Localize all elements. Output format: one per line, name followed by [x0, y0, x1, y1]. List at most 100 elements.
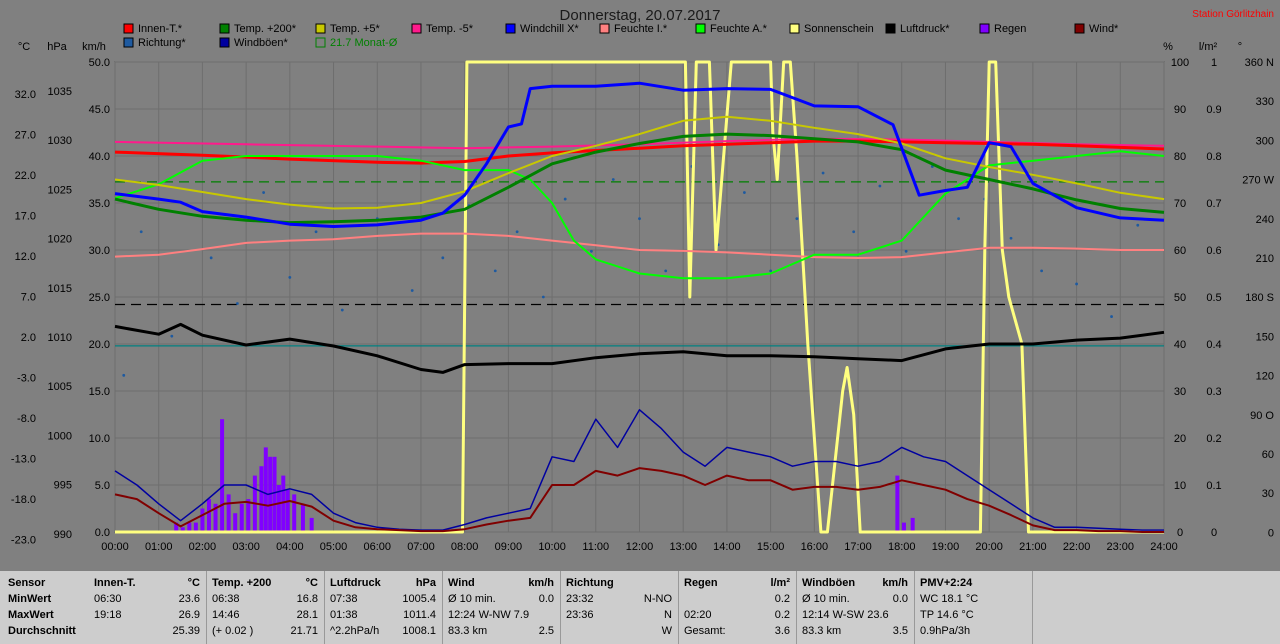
- table-cell-value: 0.0: [892, 593, 908, 605]
- table-cell-label: 23:36: [566, 609, 594, 621]
- x-tick-label: 09:00: [495, 541, 523, 553]
- table-column: Innen-T. °C 06:30 23.6 19:18 26.9 25.39: [88, 571, 207, 644]
- humidity-tick-label: 20: [1174, 433, 1186, 445]
- direction-point: [235, 302, 239, 305]
- table-cell-value: 0.0: [538, 593, 554, 605]
- legend-swatch: [315, 37, 326, 48]
- temp-tick-label: 12.0: [15, 251, 36, 263]
- rain-bar: [193, 522, 198, 532]
- table-cell-label: 06:38: [212, 593, 240, 605]
- table-cell-value: 26.9: [178, 609, 200, 621]
- legend-label: Windchill X*: [520, 23, 579, 35]
- rain-bar: [895, 475, 900, 532]
- table-cell-label: 06:30: [94, 593, 122, 605]
- wind-tick-label: 30.0: [89, 245, 110, 257]
- pressure-tick-label: 990: [54, 529, 72, 541]
- legend: Innen-T.* Temp. +200* Temp. +5* Temp. -5* Wi…: [123, 23, 1119, 49]
- table-cell-label: (+ 0.02 ): [212, 625, 254, 637]
- series-line: [114, 132, 1165, 225]
- direction-tick-label: 0: [1268, 527, 1274, 539]
- table-cell-value: N-NO: [643, 593, 672, 605]
- rain-bar: [206, 499, 211, 532]
- wind-tick-label: 15.0: [89, 386, 110, 398]
- humidity-tick-label: 100: [1171, 57, 1189, 69]
- pressure-tick-label: 995: [54, 480, 72, 492]
- direction-point: [541, 295, 545, 299]
- humidity-tick-label: 10: [1174, 480, 1186, 492]
- rain-bar: [276, 485, 281, 532]
- direction-point: [904, 249, 908, 253]
- series-line: [114, 467, 1164, 533]
- legend-label: Regen: [994, 23, 1026, 35]
- direction-point: [410, 289, 414, 292]
- wind-tick-label: 5.0: [95, 480, 110, 492]
- column-unit: l/m²: [770, 577, 790, 589]
- pressure-tick-label: 1005: [48, 381, 72, 393]
- direction-point: [122, 373, 126, 377]
- rain-tick-label: 0.2: [1206, 433, 1221, 445]
- direction-tick-label: 360 N: [1245, 57, 1274, 69]
- humidity-unit-label: %: [1163, 41, 1173, 53]
- table-cell-value: 28.1: [296, 609, 318, 621]
- rain-bar: [292, 494, 297, 532]
- direction-point: [1110, 315, 1113, 318]
- pressure-tick-label: 1035: [48, 86, 72, 98]
- direction-tick-label: 300: [1256, 135, 1274, 147]
- rain-bar: [281, 475, 286, 532]
- rain-tick-label: 0.6: [1206, 245, 1221, 257]
- legend-swatch: [123, 23, 134, 34]
- x-tick-label: 14:00: [713, 541, 741, 553]
- table-column: Regen l/m² 0.2 02:20 0.2 Gesamt: 3.6: [678, 571, 797, 644]
- x-tick-label: 03:00: [232, 541, 260, 553]
- rain-bar: [174, 522, 179, 532]
- table-column: Wind km/h Ø 10 min. 0.0 12:24 W-NW 7.9 83.3 k…: [442, 571, 561, 644]
- direction-tick-label: 270 W: [1242, 175, 1274, 187]
- wind-tick-label: 50.0: [89, 57, 110, 69]
- humidity-tick-label: 60: [1174, 245, 1186, 257]
- rain-bar: [213, 503, 218, 532]
- table-cell-value: 1005.4: [402, 593, 436, 605]
- table-cell-label: Gesamt:: [684, 625, 726, 637]
- series-line: [115, 60, 1164, 534]
- x-tick-label: 01:00: [145, 541, 173, 553]
- series-line: [114, 409, 1164, 531]
- column-header: PMV+2:24: [920, 577, 973, 589]
- table-cell-label: WC 18.1 °C: [920, 593, 979, 605]
- humidity-tick-label: 90: [1174, 104, 1186, 116]
- direction-point: [1075, 282, 1078, 286]
- table-column: Richtung 23:32 N-NO 23:36 N W: [560, 571, 679, 644]
- column-unit: hPa: [415, 577, 436, 589]
- x-tick-label: 13:00: [669, 541, 697, 553]
- humidity-tick-label: 50: [1174, 292, 1186, 304]
- temp-tick-label: 27.0: [15, 130, 36, 142]
- direction-point: [611, 178, 615, 181]
- table-cell-value: W: [661, 625, 672, 637]
- direction-point: [493, 269, 497, 273]
- table-cell-value: 1008.1: [402, 625, 436, 637]
- direction-point: [1136, 223, 1140, 227]
- pressure-tick-label: 1000: [48, 430, 72, 442]
- table-cell-value: 0.2: [774, 609, 790, 621]
- table-cell-value: 25.39: [172, 625, 200, 637]
- x-tick-label: 15:00: [757, 541, 785, 553]
- direction-tick-label: 30: [1262, 488, 1274, 500]
- legend-swatch: [789, 23, 800, 34]
- temp-tick-label: -3.0: [17, 373, 36, 385]
- table-cell-label: TP 14.6 °C: [920, 609, 974, 621]
- legend-swatch: [1074, 23, 1085, 34]
- wind-tick-label: 20.0: [89, 339, 110, 351]
- table-cell-label: 0.9hPa/3h: [920, 625, 971, 637]
- rain-bar: [901, 522, 906, 532]
- rain-bar: [910, 517, 915, 532]
- series-line: [114, 232, 1164, 259]
- wind-tick-label: 0.0: [95, 527, 110, 539]
- legend-label: Temp. -5*: [426, 23, 474, 35]
- legend-label: Innen-T.*: [138, 23, 183, 35]
- table-cell-value: 21.71: [290, 625, 318, 637]
- rain-tick-label: 0.7: [1206, 198, 1221, 210]
- temp-tick-label: -18.0: [11, 494, 36, 506]
- temp-tick-label: -13.0: [11, 454, 36, 466]
- table-cell-label: 12:14 W-SW 23.6: [802, 609, 889, 621]
- plot-series: [114, 60, 1165, 534]
- temp-tick-label: 2.0: [21, 332, 36, 344]
